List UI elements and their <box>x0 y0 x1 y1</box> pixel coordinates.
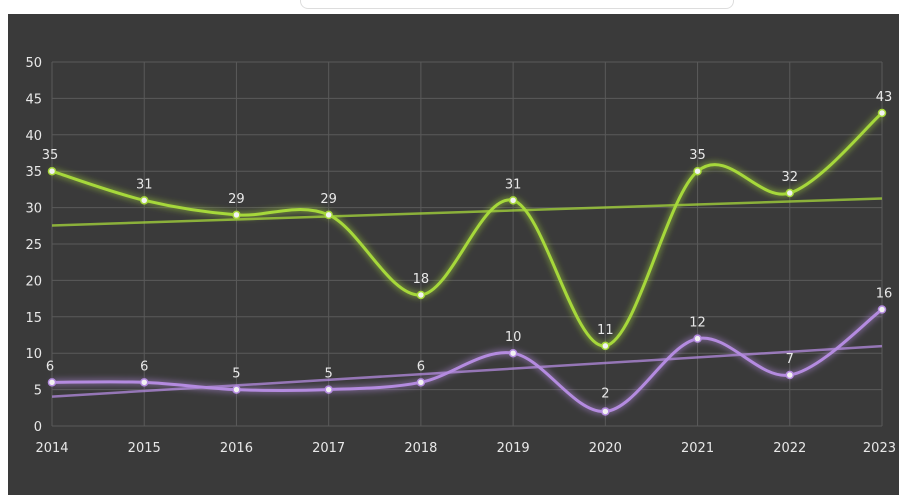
data-label: 7 <box>786 352 794 367</box>
y-tick-label: 35 <box>25 165 42 180</box>
series-line <box>51 308 883 413</box>
data-point <box>877 108 887 118</box>
y-tick-label: 0 <box>34 420 42 435</box>
y-tick-label: 15 <box>25 311 42 326</box>
data-point <box>601 341 610 351</box>
data-point <box>324 385 333 394</box>
trendline <box>51 197 883 227</box>
y-tick-label: 10 <box>25 347 42 362</box>
data-point <box>601 407 610 416</box>
data-label: 5 <box>325 367 333 382</box>
data-point <box>508 196 518 205</box>
data-point <box>232 385 241 394</box>
y-tick-label: 25 <box>25 238 42 253</box>
data-point <box>785 370 795 380</box>
x-tick-label: 2014 <box>35 441 68 456</box>
data-label: 6 <box>140 359 148 374</box>
chart-panel: 0 5 10 15 20 25 30 35 40 45 50 2014 2015 2016 2017 2018… <box>8 14 899 495</box>
data-label: 10 <box>505 330 522 345</box>
x-tick-label: 2016 <box>220 441 253 456</box>
top-strip <box>0 0 899 14</box>
data-label: 31 <box>136 177 153 192</box>
trendline <box>51 344 883 398</box>
y-tick-label: 50 <box>25 56 42 71</box>
data-point <box>139 378 149 387</box>
y-tick-label: 40 <box>25 129 42 144</box>
data-point <box>877 305 887 314</box>
y-tick-label: 45 <box>25 92 42 107</box>
x-tick-label: 2022 <box>773 441 806 456</box>
x-tick-label: 2023 <box>863 441 896 456</box>
x-tick-label: 2020 <box>589 441 622 456</box>
data-label: 31 <box>505 177 522 192</box>
data-label: 6 <box>46 359 54 374</box>
data-point <box>324 210 333 220</box>
y-tick-label: 5 <box>34 384 42 399</box>
x-tick-label: 2017 <box>312 441 345 456</box>
x-tick-label: 2019 <box>497 441 530 456</box>
data-point <box>47 166 57 176</box>
data-point <box>232 210 241 220</box>
y-tick-label: 30 <box>25 202 42 217</box>
data-point <box>139 196 149 205</box>
data-label: 35 <box>689 148 706 163</box>
data-label: 32 <box>782 170 799 185</box>
y-tick-label: 20 <box>25 274 42 289</box>
data-label: 16 <box>876 287 893 302</box>
data-label: 29 <box>228 192 245 207</box>
data-label: 5 <box>232 367 240 382</box>
data-label: 18 <box>413 272 430 287</box>
data-label: 43 <box>876 90 893 105</box>
data-label: 2 <box>601 386 609 401</box>
data-point <box>508 348 518 358</box>
data-point <box>785 188 795 198</box>
data-label: 35 <box>42 148 59 163</box>
data-label: 12 <box>689 316 706 331</box>
x-tick-label: 2015 <box>128 441 161 456</box>
data-point <box>416 290 426 300</box>
data-point <box>693 334 702 343</box>
data-point <box>693 166 702 176</box>
data-point <box>416 378 426 387</box>
x-tick-label: 2018 <box>404 441 437 456</box>
data-label: 11 <box>597 323 614 338</box>
series-line <box>51 111 883 348</box>
data-label: 6 <box>417 359 425 374</box>
cropped-title-box <box>300 0 734 9</box>
data-label: 29 <box>320 192 337 207</box>
data-point <box>47 378 57 387</box>
x-tick-label: 2021 <box>681 441 714 456</box>
